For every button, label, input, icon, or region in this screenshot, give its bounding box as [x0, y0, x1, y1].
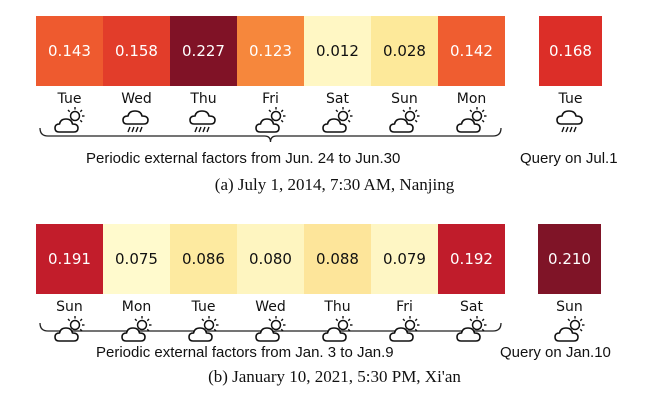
panel-b: Periodic external factors from Jan. 3 to… — [0, 213, 669, 406]
day-3-day-label: Fri — [262, 91, 279, 107]
day-4-cell: 0.088 — [304, 224, 371, 294]
day-2-cell: 0.086 — [170, 224, 237, 294]
day-5-day-label: Sun — [391, 91, 418, 107]
day-5-cell: 0.079 — [371, 224, 438, 294]
sun-cloud-icon — [53, 107, 84, 133]
rain-cloud-icon — [121, 110, 149, 133]
day-2-day-label: Tue — [191, 299, 216, 315]
day-4-day-label: Thu — [324, 299, 351, 315]
day-2-cell: 0.227 — [170, 16, 237, 86]
periodic-label: Periodic external factors from Jan. 3 to… — [96, 344, 394, 361]
sun-cloud-icon — [321, 107, 352, 133]
day-0-cell: 0.191 — [36, 224, 103, 294]
day-1-cell: 0.075 — [103, 224, 170, 294]
day-1-day-label: Mon — [121, 299, 152, 315]
rain-cloud-icon — [188, 110, 216, 133]
day-6-day-label: Mon — [456, 91, 487, 107]
day-4-cell: 0.012 — [304, 16, 371, 86]
query-day-label: Sun — [556, 299, 583, 315]
rain-cloud-icon — [555, 110, 583, 133]
periodic-label: Periodic external factors from Jun. 24 t… — [86, 150, 401, 167]
panel-a: Periodic external factors from Jun. 24 t… — [0, 0, 669, 200]
day-3-cell: 0.123 — [237, 16, 304, 86]
day-3-cell: 0.080 — [237, 224, 304, 294]
sun-cloud-icon — [455, 107, 486, 133]
query-cell: 0.168 — [539, 16, 602, 86]
day-0-day-label: Sun — [56, 299, 83, 315]
bracket — [39, 127, 502, 143]
day-1-cell: 0.158 — [103, 16, 170, 86]
sun-cloud-icon — [187, 316, 218, 342]
subfigure-caption: (b) January 10, 2021, 5:30 PM, Xi'an — [208, 367, 461, 386]
day-4-day-label: Sat — [326, 91, 349, 107]
day-6-cell: 0.192 — [438, 224, 505, 294]
sun-cloud-icon — [120, 316, 151, 342]
day-1-day-label: Wed — [121, 91, 152, 107]
day-0-cell: 0.143 — [36, 16, 103, 86]
day-2-day-label: Thu — [190, 91, 217, 107]
day-0-day-label: Tue — [57, 91, 82, 107]
sun-cloud-icon — [53, 316, 84, 342]
query-label: Query on Jan.10 — [500, 344, 611, 361]
query-label: Query on Jul.1 — [520, 150, 618, 167]
sun-cloud-icon — [388, 316, 419, 342]
day-6-day-label: Sat — [460, 299, 483, 315]
day-5-cell: 0.028 — [371, 16, 438, 86]
sun-cloud-icon — [321, 316, 352, 342]
sun-cloud-icon — [455, 316, 486, 342]
sun-cloud-icon — [254, 316, 285, 342]
subfigure-caption: (a) July 1, 2014, 7:30 AM, Nanjing — [214, 175, 455, 194]
sun-cloud-icon — [388, 107, 419, 133]
day-6-cell: 0.142 — [438, 16, 505, 86]
query-day-label: Tue — [558, 91, 583, 107]
sun-cloud-icon — [254, 107, 285, 133]
day-5-day-label: Fri — [396, 299, 413, 315]
day-3-day-label: Wed — [255, 299, 286, 315]
query-cell: 0.210 — [538, 224, 601, 294]
sun-cloud-icon — [553, 316, 584, 342]
